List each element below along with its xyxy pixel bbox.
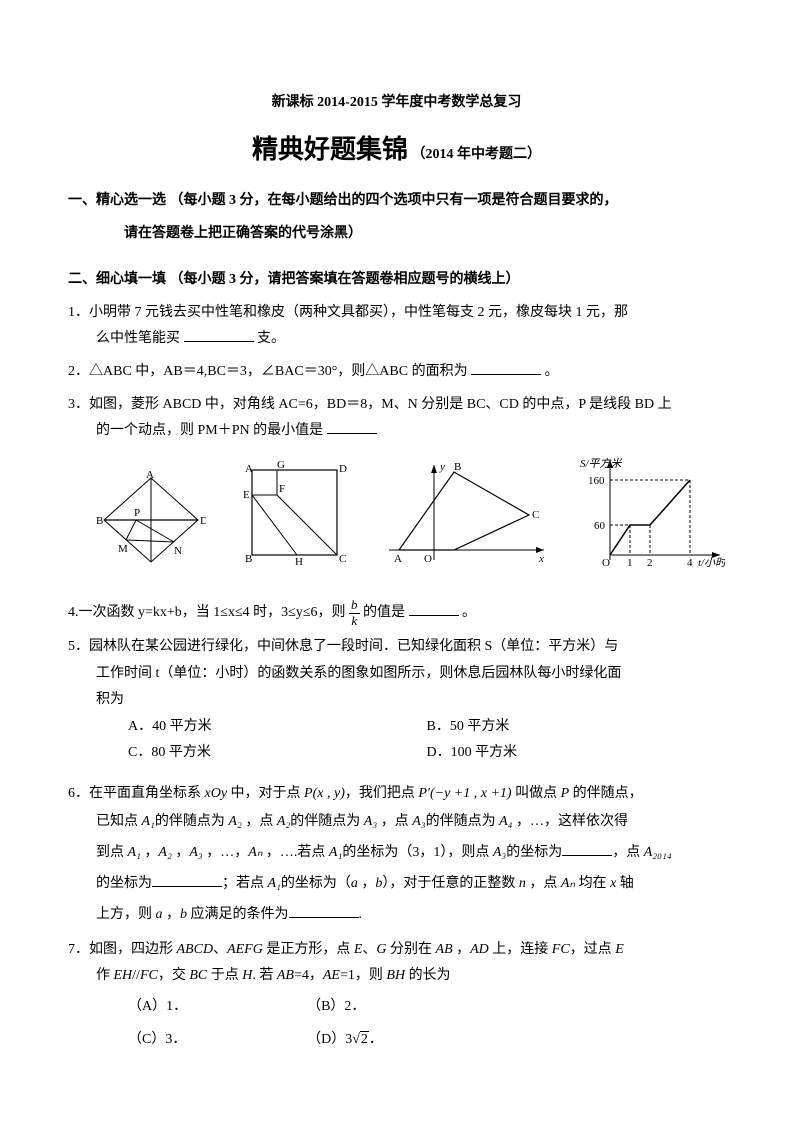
- svg-text:A: A: [146, 470, 154, 481]
- svg-text:y: y: [439, 461, 445, 473]
- figure-3: A O B C x y: [384, 460, 549, 581]
- question-3: 3．如图，菱形 ABCD 中，对角线 AC=6，BD＝8，M、N 分别是 BC、…: [68, 392, 725, 445]
- svg-text:A: A: [394, 553, 402, 565]
- figure-4: S/平方米 160 60 O 1 2 4 t/小时: [580, 455, 725, 581]
- q4-text3: 。: [462, 605, 476, 620]
- q5-text2: 工作时间 t（单位：小时）的函数关系的图象如图所示，则休息后园林队每小时绿化面: [96, 666, 621, 681]
- svg-text:O: O: [602, 557, 610, 569]
- q5-text3: 积为: [96, 692, 124, 707]
- sub-title: （2014 年中考题二）: [412, 147, 542, 162]
- title-line: 精典好题集锦 （2014 年中考题二）: [68, 125, 725, 174]
- svg-text:4: 4: [687, 557, 693, 569]
- section-1-head: 一、精心选一选 （每小题 3 分，在每小题给出的四个选项中只有一项是符合题目要求…: [68, 188, 725, 215]
- question-2: 2．△ABC 中，AB＝4,BC＝3，∠BAC＝30°，则△ABC 的面积为 。: [68, 359, 725, 386]
- q5-num: 5．: [68, 639, 89, 654]
- svg-text:G: G: [277, 460, 285, 471]
- svg-text:S/平方米: S/平方米: [580, 457, 623, 470]
- svg-text:60: 60: [594, 520, 606, 532]
- q7-optB: （B）2．: [307, 990, 486, 1024]
- section-1-desc2: 请在答题卷上把正确答案的代号涂黑）: [68, 221, 725, 248]
- q6-blank1: [562, 842, 612, 856]
- svg-text:B: B: [245, 553, 252, 565]
- q5-optD: D．100 平方米: [427, 740, 726, 767]
- svg-text:t/小时: t/小时: [698, 556, 725, 569]
- q2-text2: 。: [545, 364, 559, 379]
- figure-1: A B D M N P: [96, 470, 206, 581]
- svg-text:B: B: [454, 461, 461, 473]
- q3-blank: [327, 420, 377, 434]
- section-2-head: 二、细心填一填 （每小题 3 分，请把答案填在答题卷相应题号的横线上）: [68, 267, 725, 294]
- svg-text:2: 2: [647, 557, 653, 569]
- svg-text:A: A: [245, 463, 253, 475]
- svg-text:1: 1: [627, 557, 633, 569]
- q6-num: 6．: [68, 786, 89, 801]
- svg-text:N: N: [174, 545, 182, 557]
- q4-frac-num: b: [349, 598, 360, 613]
- question-1: 1．小明带 7 元钱去买中性笔和橡皮（两种文具都买），中性笔每支 2 元，橡皮每…: [68, 300, 725, 353]
- svg-text:E: E: [243, 489, 250, 501]
- svg-text:C: C: [339, 553, 346, 565]
- svg-text:x: x: [538, 553, 544, 565]
- q7-num: 7．: [68, 942, 89, 957]
- question-6: 6．在平面直角坐标系 xOy 中，对于点 P(x , y)，我们把点 P′(−y…: [68, 781, 725, 931]
- q2-text1: △ABC 中，AB＝4,BC＝3，∠BAC＝30°，则△ABC 的面积为: [89, 364, 468, 379]
- q7-optD: （D）32．: [307, 1023, 486, 1057]
- svg-text:B: B: [96, 515, 103, 527]
- svg-text:160: 160: [588, 475, 605, 487]
- svg-text:C: C: [532, 509, 539, 521]
- q1-num: 1．: [68, 305, 89, 320]
- q4-text1: 一次函数 y=kx+b，当 1≤x≤4 时，3≤y≤6，则: [79, 605, 346, 620]
- q3-text2: 的一个动点，则 PM＋PN 的最小值是: [96, 423, 323, 438]
- section-2-label: 二、细心填一填: [68, 272, 166, 287]
- section-1-label: 一、精心选一选: [68, 193, 166, 208]
- q4-num: 4.: [68, 605, 79, 620]
- question-5: 5．园林队在某公园进行绿化，中间休息了一段时间．已知绿化面积 S（单位：平方米）…: [68, 634, 725, 767]
- svg-text:D: D: [200, 515, 206, 527]
- figures-row: A B D M N P A G D E F B H C: [96, 455, 725, 581]
- q4-text2: 的值是: [363, 605, 405, 620]
- q5-text1: 园林队在某公园进行绿化，中间休息了一段时间．已知绿化面积 S（单位：平方米）与: [89, 639, 618, 654]
- main-title: 精典好题集锦: [252, 134, 408, 164]
- question-4: 4.一次函数 y=kx+b，当 1≤x≤4 时，3≤y≤6，则 b k 的值是 …: [68, 598, 725, 628]
- section-2-desc: （每小题 3 分，请把答案填在答题卷相应题号的横线上）: [170, 272, 520, 287]
- q5-optB: B．50 平方米: [427, 714, 726, 741]
- q3-text1: 如图，菱形 ABCD 中，对角线 AC=6，BD＝8，M、N 分别是 BC、CD…: [89, 397, 672, 412]
- q1-text3: 支。: [257, 331, 285, 346]
- q5-optA: A．40 平方米: [128, 714, 427, 741]
- svg-text:D: D: [339, 463, 347, 475]
- svg-text:O: O: [424, 553, 432, 565]
- q2-num: 2．: [68, 364, 89, 379]
- q1-text2: 么中性笔能买: [96, 331, 180, 346]
- q4-blank: [409, 602, 459, 616]
- q4-fraction: b k: [349, 598, 360, 628]
- q4-frac-den: k: [349, 614, 360, 628]
- q7-optA: （A）1．: [128, 990, 307, 1024]
- q1-blank: [184, 328, 254, 342]
- q1-text1: 小明带 7 元钱去买中性笔和橡皮（两种文具都买），中性笔每支 2 元，橡皮每块 …: [89, 305, 628, 320]
- svg-text:F: F: [279, 483, 285, 495]
- svg-text:M: M: [118, 543, 128, 555]
- svg-text:H: H: [295, 556, 303, 568]
- figure-2: A G D E F B H C: [237, 460, 352, 581]
- q3-num: 3．: [68, 397, 89, 412]
- section-1-desc: （每小题 3 分，在每小题给出的四个选项中只有一项是符合题目要求的，: [170, 193, 618, 208]
- question-7: 7．如图，四边形 ABCD、AEFG 是正方形，点 E、G 分别在 AB ，AD…: [68, 937, 725, 1057]
- q2-blank: [471, 361, 541, 375]
- svg-text:P: P: [134, 507, 140, 519]
- q6-blank3: [289, 904, 359, 918]
- header-line: 新课标 2014-2015 学年度中考数学总复习: [68, 90, 725, 117]
- q7-optC: （C）3．: [128, 1023, 307, 1057]
- q5-optC: C．80 平方米: [128, 740, 427, 767]
- q6-blank2: [152, 873, 222, 887]
